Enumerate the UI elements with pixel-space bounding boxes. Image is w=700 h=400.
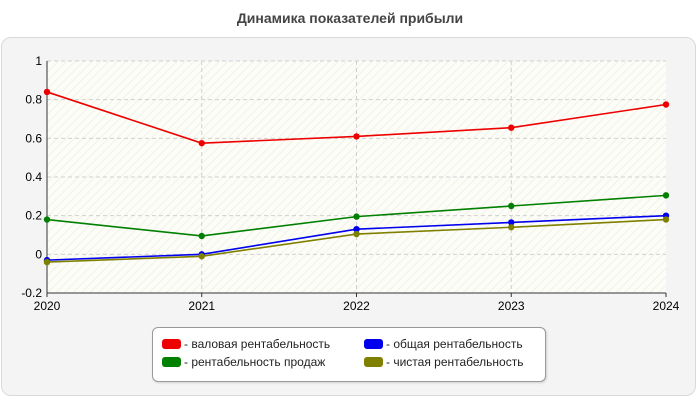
- y-tick-label: 0.2: [25, 209, 42, 223]
- data-point[interactable]: [662, 192, 670, 199]
- legend-item-total-margin[interactable]: - общая рентабельность: [364, 337, 523, 351]
- data-point[interactable]: [508, 219, 515, 226]
- x-tick-label: 2021: [188, 299, 215, 313]
- legend-swatch: [364, 357, 383, 367]
- y-tick-label: 0.6: [25, 131, 42, 145]
- data-point[interactable]: [508, 224, 515, 231]
- data-point[interactable]: [43, 88, 51, 96]
- y-tick-label: 0.8: [25, 93, 42, 107]
- data-point[interactable]: [198, 232, 205, 240]
- legend-item-net-margin[interactable]: - чистая рентабельность: [364, 355, 523, 369]
- data-point[interactable]: [353, 226, 360, 233]
- legend-swatch: [162, 339, 181, 349]
- legend-label: - общая рентабельность: [386, 337, 523, 351]
- x-tick-label: 2020: [34, 299, 61, 313]
- legend-label: - валовая рентабельность: [184, 337, 331, 351]
- x-tick-label: 2022: [343, 299, 370, 313]
- data-point[interactable]: [662, 216, 670, 223]
- data-point[interactable]: [508, 124, 515, 131]
- y-tick-label: 0.4: [25, 170, 42, 184]
- data-point[interactable]: [353, 213, 360, 220]
- legend-swatch: [364, 339, 383, 349]
- data-point[interactable]: [353, 230, 360, 238]
- legend: - валовая рентабельность - общая рентабе…: [152, 327, 546, 382]
- legend-label: - чистая рентабельность: [386, 355, 524, 369]
- y-tick-label: -0.2: [21, 286, 42, 300]
- legend-label: - рентабельность продаж: [184, 355, 326, 369]
- y-tick-label: 0: [35, 247, 42, 261]
- data-point[interactable]: [662, 101, 670, 108]
- x-tick-label: 2024: [653, 299, 680, 313]
- data-point[interactable]: [353, 133, 360, 140]
- y-tick-label: 1: [35, 54, 42, 68]
- data-point[interactable]: [198, 253, 205, 260]
- legend-item-gross-margin[interactable]: - валовая рентабельность: [162, 337, 330, 351]
- x-tick-label: 2023: [498, 299, 525, 313]
- data-point[interactable]: [43, 216, 51, 223]
- legend-swatch: [162, 357, 181, 367]
- data-point[interactable]: [198, 139, 205, 147]
- data-point[interactable]: [508, 202, 515, 210]
- tick-labels: -0.2 0 0.2 0.4 0.6 0.8 1 2020 2021 2022 2023 2024: [21, 54, 679, 313]
- series: [43, 88, 670, 266]
- legend-item-sales-margin[interactable]: - рентабельность продаж: [162, 355, 325, 369]
- chart-title: Динамика показателей прибыли: [236, 10, 464, 26]
- data-point[interactable]: [43, 258, 51, 266]
